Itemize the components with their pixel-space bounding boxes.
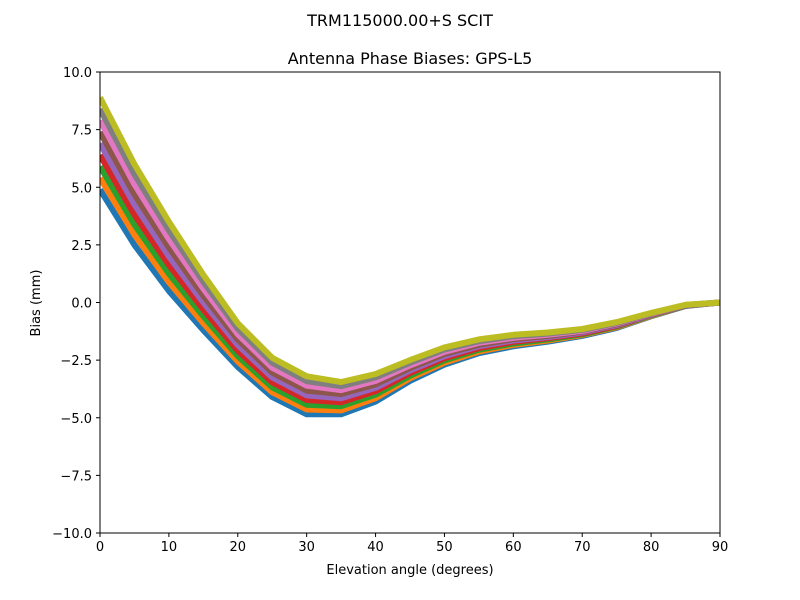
x-tick-label: 10 [161,540,178,555]
y-tick-label: 2.5 [71,239,92,254]
y-tick-label: 10.0 [63,66,92,81]
x-tick-label: 0 [96,540,104,555]
chart-title: Antenna Phase Biases: GPS-L5 [288,49,533,68]
x-tick-label: 20 [230,540,247,555]
series-line-8 [100,96,720,385]
x-tick-label: 40 [367,540,384,555]
x-tick-label: 60 [505,540,522,555]
figure-suptitle: TRM115000.00+S SCIT [306,11,493,30]
y-tick-label: −10.0 [52,527,92,542]
x-tick-label: 30 [298,540,315,555]
x-axis: 0 10 20 30 40 50 60 70 80 90 [96,533,728,555]
y-axis-label: Bias (mm) [29,270,44,337]
y-tick-label: 5.0 [71,181,92,196]
y-tick-label: 7.5 [71,124,92,139]
y-tick-label: −7.5 [60,469,92,484]
y-tick-label: −2.5 [60,354,92,369]
x-axis-label: Elevation angle (degrees) [326,563,493,578]
y-tick-label: −5.0 [60,412,92,427]
x-tick-label: 80 [643,540,660,555]
x-tick-label: 50 [436,540,453,555]
series-lines [100,96,720,418]
x-tick-label: 90 [712,540,729,555]
y-axis: 10.0 7.5 5.0 2.5 0.0 −2.5 −5.0 −7.5 −10.0 [52,66,100,542]
y-tick-label: 0.0 [71,297,92,312]
x-tick-label: 70 [574,540,591,555]
